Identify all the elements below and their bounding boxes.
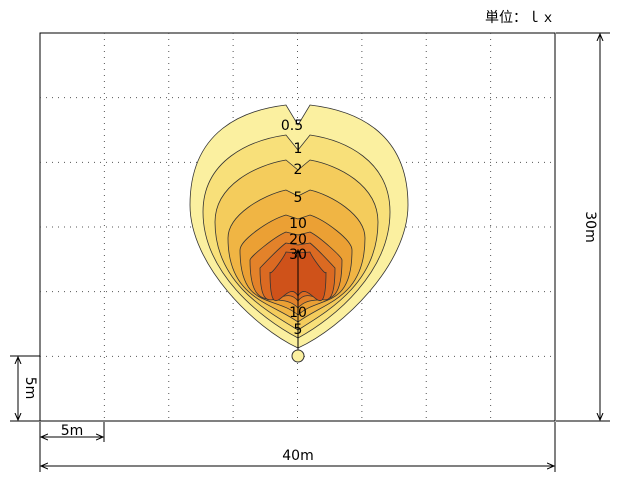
contour-label: 30 bbox=[289, 247, 307, 263]
contour-label: 0.5 bbox=[281, 118, 303, 134]
dimension-label: 40m bbox=[282, 448, 313, 464]
contour-label: 20 bbox=[289, 232, 307, 248]
contour-label: 1 bbox=[294, 141, 303, 157]
dimension-label: 5m bbox=[22, 377, 38, 400]
dimension-label: 30m bbox=[582, 211, 598, 242]
contour-label: 10 bbox=[289, 305, 307, 321]
contour-label: 10 bbox=[289, 216, 307, 232]
dimension-lines bbox=[10, 32, 610, 472]
contour-label: 5 bbox=[294, 322, 303, 338]
dimension-label: 5m bbox=[61, 423, 84, 439]
contour-label: 5 bbox=[294, 190, 303, 206]
unit-label: 単位：ｌｘ bbox=[485, 10, 555, 26]
contour-label: 2 bbox=[294, 162, 303, 178]
light-source bbox=[291, 349, 305, 363]
